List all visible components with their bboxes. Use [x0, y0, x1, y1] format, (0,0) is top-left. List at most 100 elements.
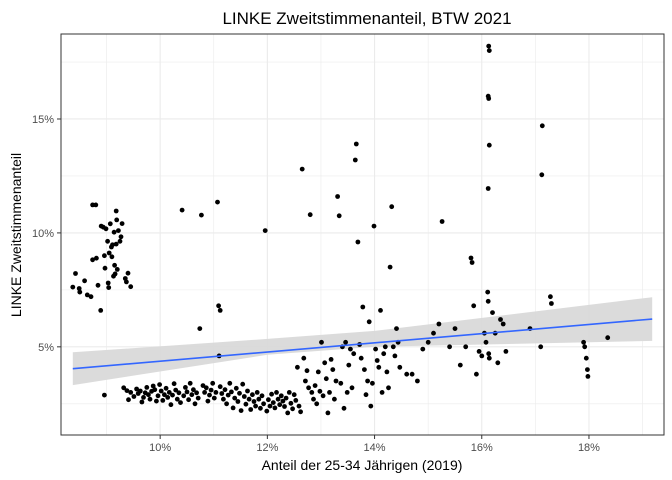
- data-point: [225, 392, 231, 398]
- data-point: [157, 382, 163, 387]
- data-point: [317, 388, 323, 394]
- data-point: [362, 367, 367, 372]
- data-point: [319, 339, 324, 345]
- data-point: [425, 339, 431, 345]
- x-axis-title: Anteil der 25-34 Jährigen (2019): [262, 457, 463, 473]
- data-point: [106, 285, 112, 290]
- data-point: [131, 394, 137, 399]
- data-point: [118, 234, 124, 240]
- data-point: [404, 371, 410, 377]
- data-point: [150, 383, 156, 389]
- data-point: [360, 304, 366, 310]
- data-point: [102, 253, 107, 259]
- data-point: [328, 357, 334, 362]
- y-axis-title: LINKE Zweitstimmenanteil: [8, 153, 24, 317]
- data-point: [208, 387, 214, 393]
- data-point: [94, 255, 99, 261]
- data-point: [144, 385, 150, 390]
- data-point: [128, 390, 134, 395]
- data-point: [278, 393, 284, 399]
- data-point: [373, 346, 378, 352]
- data-point: [387, 264, 393, 270]
- data-point: [112, 262, 117, 268]
- data-point: [269, 391, 274, 397]
- data-point: [113, 208, 119, 214]
- data-point: [304, 368, 310, 374]
- data-point: [277, 402, 283, 408]
- data-point: [111, 229, 117, 235]
- data-point: [335, 194, 340, 199]
- data-point: [581, 339, 586, 345]
- data-point: [221, 396, 226, 402]
- data-point: [141, 395, 146, 400]
- data-point: [327, 390, 332, 395]
- data-point: [378, 308, 383, 313]
- data-point: [170, 392, 175, 398]
- data-point: [194, 390, 200, 396]
- data-point: [219, 391, 225, 396]
- data-point: [70, 284, 76, 290]
- data-point: [203, 385, 209, 391]
- data-point: [241, 394, 247, 399]
- data-point: [503, 349, 509, 354]
- data-point: [485, 298, 491, 304]
- data-point: [341, 405, 347, 411]
- data-point: [109, 254, 115, 260]
- data-point: [457, 362, 463, 368]
- data-point: [330, 367, 336, 372]
- plot-border: [60, 33, 665, 436]
- data-point: [333, 378, 339, 384]
- data-point: [240, 381, 246, 387]
- data-point: [237, 390, 242, 396]
- data-point: [116, 228, 121, 234]
- data-point: [272, 405, 278, 411]
- data-point: [486, 351, 492, 357]
- data-point: [205, 398, 211, 404]
- data-point: [538, 344, 544, 350]
- x-axis-ticks: 10% 12% 14% 16% 18%: [149, 435, 600, 454]
- data-point: [415, 378, 420, 384]
- data-point: [124, 388, 130, 393]
- data-point: [114, 217, 120, 223]
- data-point: [476, 349, 482, 354]
- data-point: [171, 381, 177, 387]
- data-point: [352, 157, 358, 163]
- data-point: [463, 344, 469, 350]
- trend-line-group: [72, 318, 653, 370]
- data-point: [181, 393, 187, 399]
- confidence-band: [72, 297, 653, 386]
- y-tick-label: 10%: [32, 228, 54, 240]
- data-point: [486, 96, 492, 101]
- data-point: [147, 396, 153, 402]
- data-point: [323, 376, 329, 382]
- data-point: [439, 219, 445, 224]
- data-point: [498, 317, 503, 322]
- data-point: [243, 401, 249, 407]
- data-point: [485, 186, 491, 191]
- data-point: [211, 395, 217, 401]
- data-point: [384, 369, 390, 375]
- data-point: [227, 380, 233, 386]
- data-point: [495, 360, 501, 366]
- data-point: [315, 369, 321, 375]
- data-point: [288, 400, 294, 406]
- data-point: [368, 403, 374, 409]
- data-point: [320, 393, 326, 399]
- data-point: [585, 367, 590, 372]
- data-point: [139, 399, 145, 405]
- data-point: [322, 360, 328, 366]
- data-point: [468, 255, 474, 261]
- data-point: [539, 172, 545, 178]
- data-point: [146, 392, 151, 398]
- data-point: [266, 397, 271, 403]
- data-point: [253, 403, 258, 409]
- data-point: [124, 279, 129, 285]
- data-point: [110, 242, 115, 248]
- data-point: [353, 141, 359, 147]
- data-point: [195, 395, 201, 401]
- data-point: [363, 392, 369, 398]
- data-point: [88, 294, 94, 300]
- data-point: [90, 257, 95, 263]
- data-point: [312, 383, 318, 388]
- data-point: [213, 390, 219, 395]
